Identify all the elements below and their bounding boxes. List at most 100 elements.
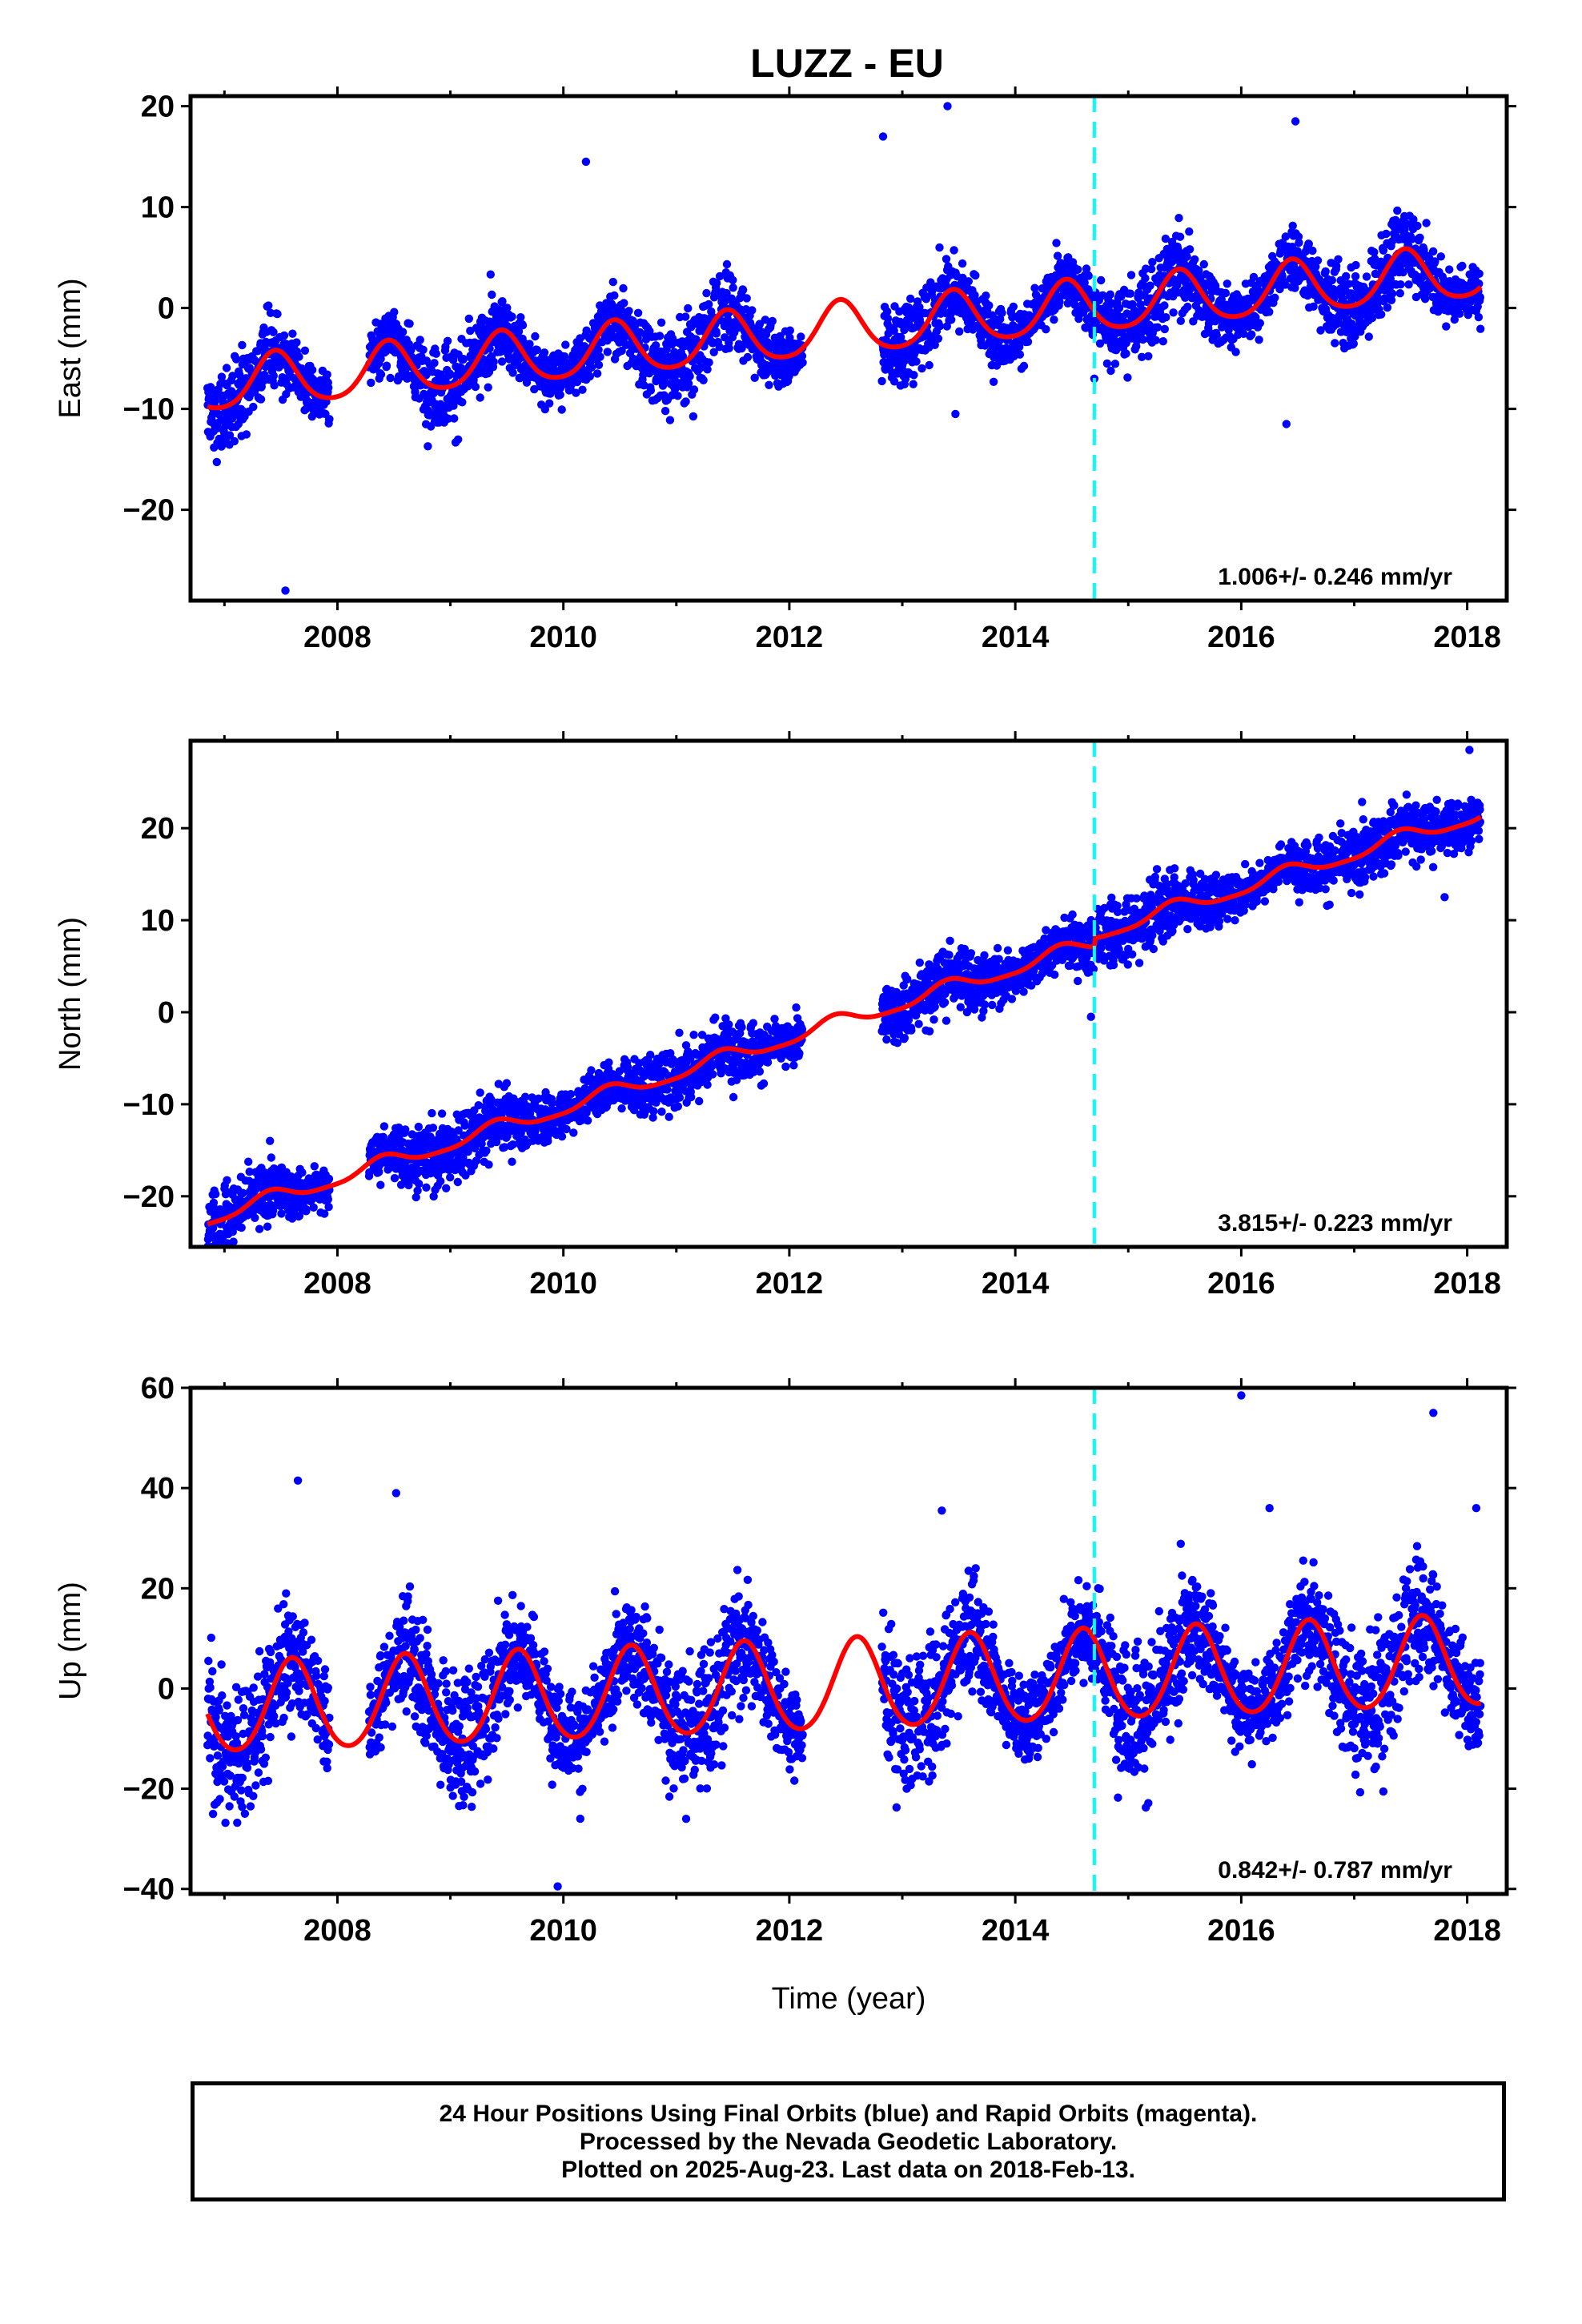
- data-point: [212, 457, 221, 467]
- data-point: [479, 1133, 488, 1142]
- data-point: [651, 341, 661, 350]
- data-point: [657, 1108, 666, 1116]
- data-point: [646, 1051, 655, 1059]
- data-point: [1420, 295, 1430, 304]
- data-point: [302, 1207, 311, 1216]
- data-point: [1379, 246, 1388, 255]
- data-point: [1191, 255, 1199, 264]
- data-point: [729, 283, 737, 292]
- data-point: [273, 309, 282, 319]
- data-point: [1126, 289, 1135, 298]
- data-point: [1281, 232, 1291, 241]
- data-point: [1161, 234, 1170, 243]
- data-point: [561, 340, 570, 349]
- data-point: [269, 328, 278, 336]
- data-point: [520, 1092, 530, 1101]
- data-point: [1458, 261, 1467, 271]
- data-point: [1327, 275, 1337, 285]
- data-point: [516, 313, 525, 322]
- data-point: [206, 1253, 214, 1261]
- data-point: [681, 312, 690, 321]
- data-point: [1434, 308, 1443, 316]
- data-point: [1160, 301, 1169, 310]
- y-tick-label: 20: [141, 90, 175, 124]
- data-point: [531, 332, 540, 341]
- data-point: [578, 385, 587, 394]
- data-point: [930, 340, 939, 349]
- data-point: [1148, 258, 1157, 267]
- plot-frame: [188, 94, 1509, 603]
- panels-group: 2008 2010 2012 2014 2016 201820100−10−20East …: [54, 86, 1516, 1948]
- data-point: [228, 372, 237, 380]
- data-point: [883, 314, 893, 323]
- data-point: [237, 1223, 246, 1232]
- data-point: [379, 1122, 389, 1131]
- data-point: [721, 296, 729, 305]
- data-point: [376, 1180, 385, 1189]
- data-point: [955, 327, 964, 336]
- data-point: [889, 377, 899, 386]
- data-point: [482, 1146, 491, 1156]
- data-point: [572, 388, 580, 397]
- data-point: [233, 1254, 241, 1262]
- data-point: [238, 340, 247, 350]
- data-point: [255, 1224, 264, 1233]
- x-tick-label: 2016: [1207, 621, 1275, 654]
- data-point: [428, 1124, 438, 1132]
- data-point: [244, 1157, 253, 1166]
- data-point: [540, 404, 549, 414]
- data-point: [1114, 304, 1124, 312]
- data-point: [500, 1143, 509, 1152]
- data-point: [615, 1067, 624, 1076]
- data-point: [310, 1162, 319, 1171]
- data-point: [1281, 280, 1290, 289]
- data-point: [566, 1090, 576, 1099]
- x-tick-label: 2014: [982, 621, 1050, 654]
- data-point: [616, 305, 625, 314]
- data-point: [797, 332, 805, 341]
- data-point: [1442, 322, 1451, 331]
- data-point: [459, 355, 468, 364]
- data-point: [1138, 352, 1146, 361]
- data-point: [457, 1160, 467, 1169]
- data-point: [785, 326, 794, 335]
- data-point: [725, 344, 733, 352]
- data-point: [604, 1058, 613, 1067]
- data-point: [1386, 275, 1395, 283]
- data-point: [1456, 309, 1464, 318]
- data-point: [713, 279, 721, 287]
- data-point: [288, 329, 297, 338]
- data-point: [1217, 295, 1227, 304]
- data-point: [1042, 325, 1050, 334]
- data-point: [587, 363, 596, 372]
- data-point: [398, 328, 408, 336]
- data-point: [1138, 335, 1147, 344]
- data-point: [761, 316, 770, 324]
- data-point: [1123, 373, 1132, 382]
- data-point: [684, 304, 693, 313]
- data-point: [488, 290, 496, 300]
- data-point: [1419, 246, 1428, 255]
- data-point: [419, 345, 428, 354]
- data-point: [486, 270, 495, 279]
- data-point: [1255, 336, 1263, 344]
- data-point: [689, 1031, 698, 1039]
- data-point: [1110, 360, 1120, 368]
- data-point: [1050, 316, 1058, 324]
- data-point: [514, 327, 524, 336]
- data-point: [1304, 239, 1314, 248]
- data-point: [705, 358, 713, 367]
- data-point: [681, 1041, 691, 1050]
- data-point: [665, 1112, 673, 1121]
- data-point: [256, 395, 266, 404]
- data-point: [1334, 255, 1343, 263]
- data-point: [652, 1098, 661, 1108]
- data-point: [1379, 294, 1389, 303]
- data-point: [1475, 279, 1484, 288]
- data-point-outlier: [281, 586, 290, 595]
- data-point: [1102, 359, 1112, 368]
- data-point: [1413, 221, 1422, 231]
- data-point: [444, 414, 453, 423]
- data-point: [934, 334, 943, 343]
